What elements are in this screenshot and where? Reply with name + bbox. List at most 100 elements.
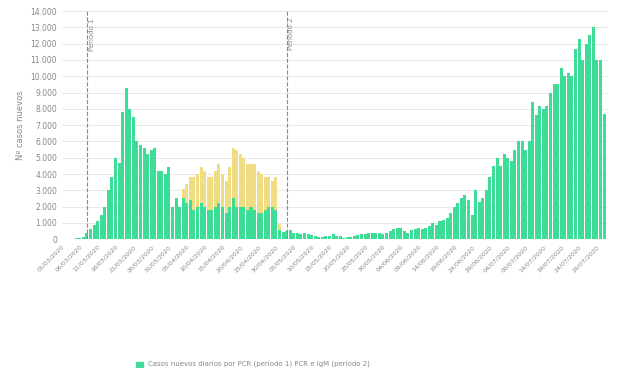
- Bar: [314, 236, 317, 239]
- Bar: [249, 206, 252, 239]
- Bar: [214, 171, 217, 206]
- Y-axis label: Nº casos nuevos: Nº casos nuevos: [16, 90, 25, 160]
- Bar: [167, 167, 170, 239]
- Bar: [264, 177, 267, 210]
- Bar: [567, 73, 570, 239]
- Bar: [467, 200, 470, 239]
- Bar: [175, 198, 177, 239]
- Bar: [153, 148, 156, 239]
- Bar: [267, 177, 270, 206]
- Bar: [299, 234, 303, 239]
- Bar: [385, 233, 388, 239]
- Bar: [603, 114, 606, 239]
- Bar: [495, 158, 498, 239]
- Bar: [135, 141, 138, 239]
- Bar: [164, 174, 167, 239]
- Bar: [342, 238, 345, 239]
- Bar: [595, 60, 598, 239]
- Bar: [574, 49, 577, 239]
- Bar: [275, 177, 278, 210]
- Bar: [460, 198, 463, 239]
- Bar: [278, 230, 281, 239]
- Bar: [424, 228, 427, 239]
- Bar: [100, 215, 103, 239]
- Bar: [185, 204, 188, 239]
- Bar: [349, 237, 352, 239]
- Bar: [378, 234, 381, 239]
- Text: Período 1: Período 1: [89, 18, 95, 50]
- Bar: [182, 189, 185, 198]
- Bar: [360, 234, 363, 239]
- Bar: [196, 174, 199, 206]
- Bar: [474, 190, 477, 239]
- Bar: [417, 228, 420, 239]
- Bar: [185, 184, 188, 204]
- Bar: [389, 231, 392, 239]
- Bar: [267, 206, 270, 239]
- Bar: [232, 148, 235, 198]
- Bar: [456, 204, 459, 239]
- Bar: [121, 112, 124, 239]
- Bar: [246, 210, 249, 239]
- Bar: [392, 229, 395, 239]
- Bar: [564, 76, 566, 239]
- Bar: [513, 149, 516, 239]
- Bar: [503, 155, 506, 239]
- Bar: [296, 234, 299, 239]
- Bar: [253, 210, 256, 239]
- Bar: [242, 158, 246, 206]
- Bar: [489, 177, 492, 239]
- Bar: [210, 210, 213, 239]
- Bar: [146, 155, 149, 239]
- Bar: [353, 236, 356, 239]
- Bar: [257, 171, 260, 213]
- Bar: [420, 229, 423, 239]
- Bar: [303, 233, 306, 239]
- Bar: [157, 171, 160, 239]
- Bar: [546, 106, 549, 239]
- Bar: [264, 210, 267, 239]
- Bar: [78, 238, 81, 239]
- Bar: [253, 164, 256, 210]
- Bar: [235, 149, 238, 206]
- Bar: [371, 233, 374, 239]
- Bar: [485, 190, 488, 239]
- Bar: [310, 235, 313, 239]
- Bar: [535, 115, 538, 239]
- Bar: [449, 213, 452, 239]
- Bar: [182, 198, 185, 239]
- Bar: [428, 226, 431, 239]
- Bar: [200, 204, 203, 239]
- Bar: [367, 234, 370, 239]
- Bar: [396, 228, 399, 239]
- Bar: [86, 233, 89, 239]
- Bar: [499, 166, 502, 239]
- Bar: [517, 141, 520, 239]
- Bar: [224, 213, 228, 239]
- Bar: [210, 177, 213, 210]
- Bar: [260, 174, 264, 213]
- Bar: [289, 230, 292, 239]
- Bar: [381, 234, 384, 239]
- Bar: [125, 88, 128, 239]
- Bar: [477, 202, 481, 239]
- Bar: [560, 68, 563, 239]
- Bar: [528, 141, 531, 239]
- Bar: [224, 181, 228, 213]
- Bar: [507, 158, 509, 239]
- Bar: [324, 236, 327, 239]
- Bar: [317, 237, 321, 239]
- Bar: [143, 148, 146, 239]
- Bar: [239, 206, 242, 239]
- Bar: [218, 204, 221, 239]
- Bar: [128, 109, 131, 239]
- Bar: [463, 195, 466, 239]
- Bar: [538, 106, 541, 239]
- Bar: [492, 166, 495, 239]
- Bar: [578, 39, 580, 239]
- Bar: [89, 229, 92, 239]
- Bar: [132, 117, 135, 239]
- Bar: [246, 164, 249, 210]
- Bar: [114, 158, 117, 239]
- Bar: [189, 200, 192, 239]
